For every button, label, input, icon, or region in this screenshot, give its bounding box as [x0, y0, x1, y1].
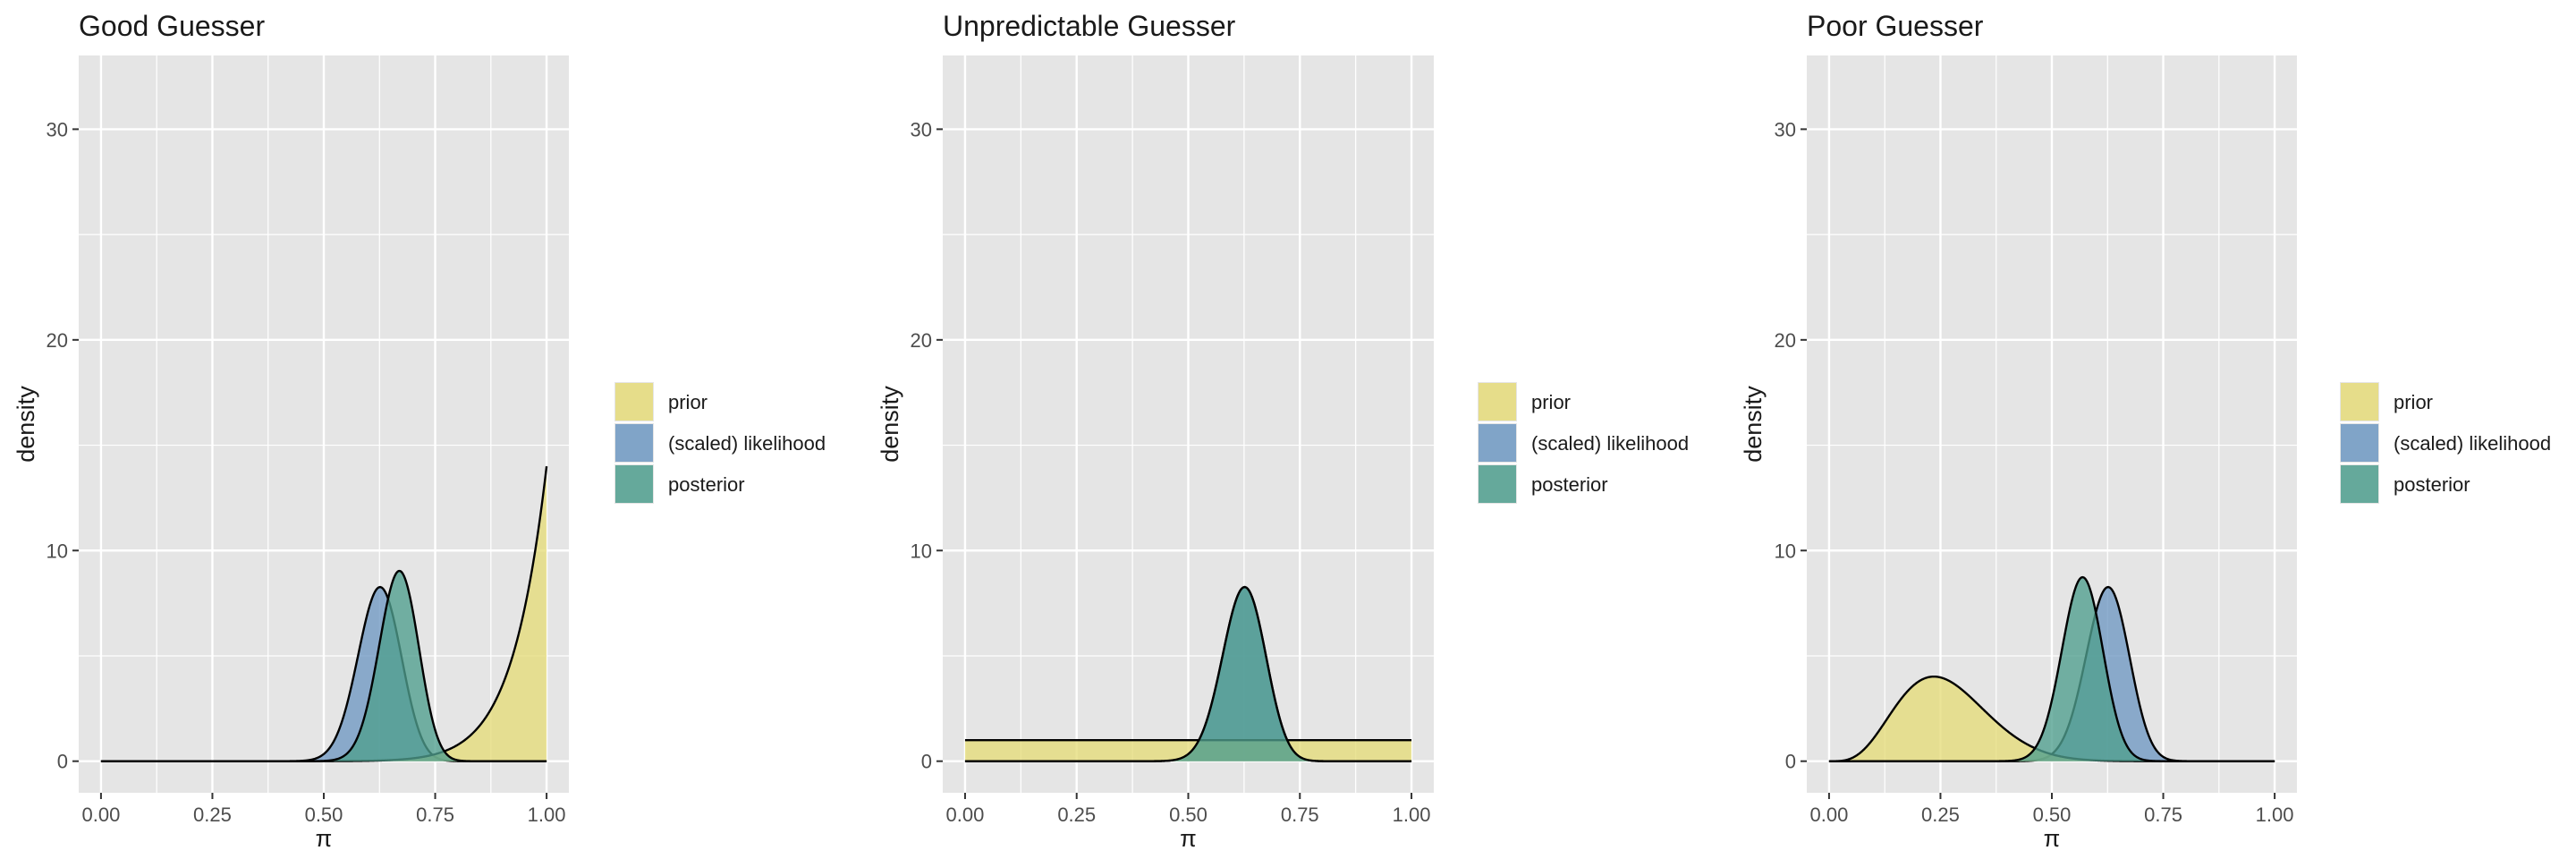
- legend: prior (scaled) likelihood posterior: [614, 382, 826, 504]
- x-axis-label: π: [1180, 825, 1197, 852]
- y-tick-label: 30: [911, 118, 932, 140]
- density-area-prior: [100, 466, 547, 761]
- legend-label: prior: [1531, 391, 1571, 413]
- legend-swatch: [2341, 424, 2378, 462]
- legend-label: posterior: [2394, 473, 2470, 496]
- y-axis-label: density: [13, 386, 39, 463]
- y-tick-label: 20: [47, 329, 68, 352]
- legend-label: (scaled) likelihood: [2394, 432, 2551, 455]
- chart-panel-1: Good Guesser 0.00 0.25 0.50 0.75 1.00 0 10 20 30 π…: [13, 10, 826, 852]
- chart-title: Good Guesser: [79, 10, 265, 42]
- x-tick-label: 0.00: [946, 804, 985, 826]
- x-tick-label: 0.50: [1169, 804, 1208, 826]
- legend-label: posterior: [668, 473, 745, 496]
- density-line-posterior: [100, 569, 547, 762]
- legend: prior (scaled) likelihood posterior: [2340, 382, 2551, 504]
- y-tick-label: 0: [57, 751, 68, 773]
- chart-panel-2: Unpredictable Guesser 0.00 0.25 0.50 0.75 1.0…: [877, 10, 1689, 852]
- legend-label: prior: [2394, 391, 2433, 413]
- x-tick-label: 0.25: [1057, 804, 1096, 826]
- x-axis-label: π: [316, 825, 333, 852]
- x-tick-label: 0.00: [1809, 804, 1848, 826]
- density-area-posterior: [1828, 577, 2275, 761]
- chart-title: Poor Guesser: [1807, 10, 1984, 42]
- y-tick-label: 10: [1775, 540, 1796, 562]
- x-tick-label: 0.50: [2033, 804, 2072, 826]
- legend-swatch: [2341, 383, 2378, 421]
- x-tick-label: 0.50: [305, 804, 343, 826]
- legend-label: posterior: [1531, 473, 1608, 496]
- y-tick-label: 10: [911, 540, 932, 562]
- legend-swatch: [615, 424, 653, 462]
- legend-swatch: [1479, 465, 1516, 503]
- x-tick-label: 0.25: [1921, 804, 1960, 826]
- chart-panel-3: Poor Guesser 0.00 0.25 0.50 0.75 1.00 0 10 20 30 π…: [1740, 10, 2551, 852]
- x-tick-label: 1.00: [528, 804, 566, 826]
- legend-swatch: [615, 383, 653, 421]
- y-axis-label: density: [1740, 386, 1767, 463]
- legend-label: prior: [668, 391, 708, 413]
- legend: prior (scaled) likelihood posterior: [1478, 382, 1689, 504]
- x-tick-label: 0.75: [1281, 804, 1319, 826]
- y-axis-label: density: [877, 386, 903, 463]
- y-tick-label: 30: [1775, 118, 1796, 140]
- chart-title: Unpredictable Guesser: [943, 10, 1236, 42]
- x-tick-label: 0.00: [81, 804, 120, 826]
- density-line-posterior: [1828, 575, 2275, 762]
- x-tick-label: 0.75: [2144, 804, 2182, 826]
- legend-label: (scaled) likelihood: [668, 432, 826, 455]
- x-axis-label: π: [2044, 825, 2061, 852]
- density-line-posterior: [964, 585, 1412, 762]
- legend-swatch: [1479, 424, 1516, 462]
- y-tick-label: 0: [1785, 751, 1796, 773]
- y-tick-label: 0: [921, 751, 932, 773]
- y-tick-label: 20: [911, 329, 932, 352]
- density-area-prior: [1828, 676, 2275, 761]
- legend-label: (scaled) likelihood: [1531, 432, 1689, 455]
- x-tick-label: 0.75: [416, 804, 454, 826]
- y-tick-label: 10: [47, 540, 68, 562]
- x-tick-label: 1.00: [1393, 804, 1431, 826]
- x-tick-label: 0.25: [193, 804, 232, 826]
- legend-swatch: [1479, 383, 1516, 421]
- y-tick-label: 20: [1775, 329, 1796, 352]
- x-tick-label: 1.00: [2256, 804, 2294, 826]
- y-tick-label: 30: [47, 118, 68, 140]
- legend-swatch: [615, 465, 653, 503]
- legend-swatch: [2341, 465, 2378, 503]
